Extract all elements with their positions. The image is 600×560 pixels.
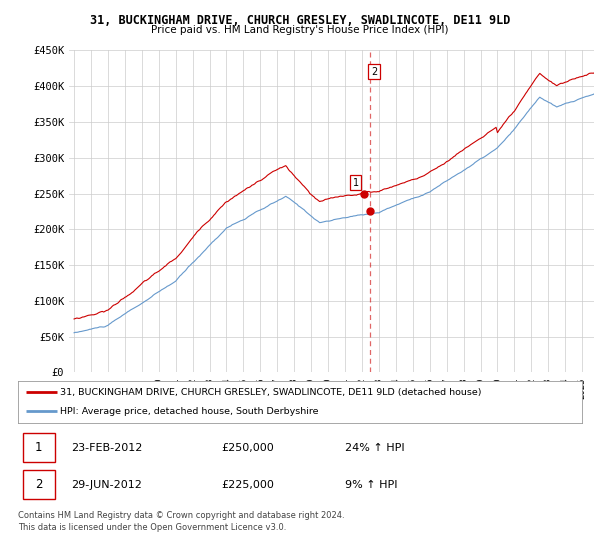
Text: 23-FEB-2012: 23-FEB-2012 <box>71 442 143 452</box>
Text: 1: 1 <box>35 441 43 454</box>
FancyBboxPatch shape <box>23 433 55 462</box>
Text: £250,000: £250,000 <box>221 442 274 452</box>
Text: 1: 1 <box>352 178 359 188</box>
Text: 29-JUN-2012: 29-JUN-2012 <box>71 480 142 490</box>
FancyBboxPatch shape <box>23 470 55 500</box>
Text: 2: 2 <box>35 478 43 491</box>
Text: Contains HM Land Registry data © Crown copyright and database right 2024.
This d: Contains HM Land Registry data © Crown c… <box>18 511 344 531</box>
Text: 31, BUCKINGHAM DRIVE, CHURCH GRESLEY, SWADLINCOTE, DE11 9LD (detached house): 31, BUCKINGHAM DRIVE, CHURCH GRESLEY, SW… <box>60 388 482 396</box>
Text: HPI: Average price, detached house, South Derbyshire: HPI: Average price, detached house, Sout… <box>60 407 319 416</box>
Text: 31, BUCKINGHAM DRIVE, CHURCH GRESLEY, SWADLINCOTE, DE11 9LD: 31, BUCKINGHAM DRIVE, CHURCH GRESLEY, SW… <box>90 14 510 27</box>
Text: 24% ↑ HPI: 24% ↑ HPI <box>345 442 405 452</box>
Text: £225,000: £225,000 <box>221 480 274 490</box>
Text: 2: 2 <box>371 67 377 77</box>
Text: 9% ↑ HPI: 9% ↑ HPI <box>345 480 398 490</box>
Text: Price paid vs. HM Land Registry's House Price Index (HPI): Price paid vs. HM Land Registry's House … <box>151 25 449 35</box>
